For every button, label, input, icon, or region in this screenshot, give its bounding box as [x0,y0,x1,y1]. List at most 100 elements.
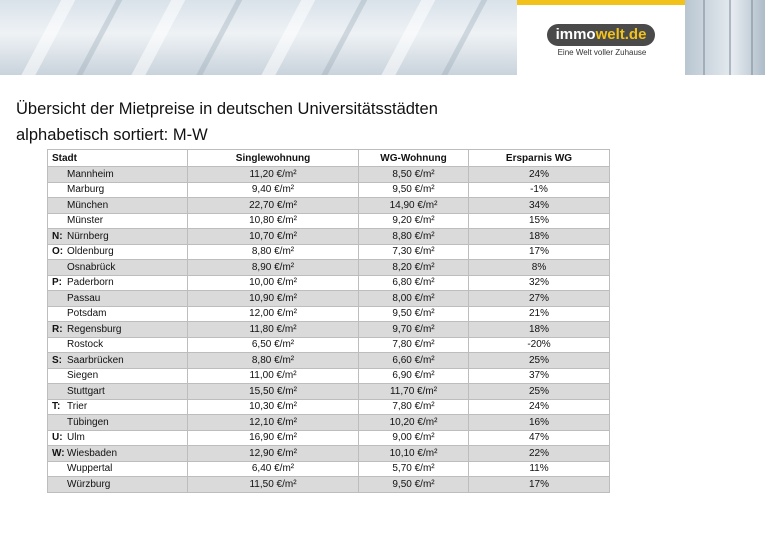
saving-cell: 18% [468,228,610,245]
saving-cell: 16% [468,414,610,431]
saving-cell: 27% [468,290,610,307]
city-cell: Marburg [47,181,188,198]
alphabet-letter: S: [52,354,62,366]
table-row: U: Ulm 16,90 €/m² 9,00 €/m² 47% [47,429,610,446]
single-price-cell: 10,80 €/m² [187,212,359,229]
single-price-cell: 12,00 €/m² [187,305,359,322]
table-row: Münster 10,80 €/m² 9,20 €/m² 15% [47,212,610,229]
table-row: Rostock 6,50 €/m² 7,80 €/m² -20% [47,336,610,353]
table-row: T: Trier 10,30 €/m² 7,80 €/m² 24% [47,398,610,415]
glass-stripe [188,0,248,75]
wg-price-cell: 7,30 €/m² [358,243,469,260]
yellow-bar [517,0,685,5]
alphabet-letter: T: [52,401,61,413]
table-row: Potsdam 12,00 €/m² 9,50 €/m² 21% [47,305,610,322]
single-price-cell: 15,50 €/m² [187,383,359,400]
city-name: Ulm [67,432,85,444]
city-cell: Würzburg [47,476,188,493]
single-price-cell: 11,80 €/m² [187,321,359,338]
glass-stripe [313,0,373,75]
glass-stripe [123,0,191,75]
city-name: Marburg [67,184,105,196]
city-cell: S: Saarbrücken [47,352,188,369]
city-cell: T: Trier [47,398,188,415]
table-row: Wuppertal 6,40 €/m² 5,70 €/m² 11% [47,460,610,477]
single-price-cell: 16,90 €/m² [187,429,359,446]
single-price-cell: 8,80 €/m² [187,243,359,260]
wg-price-cell: 6,80 €/m² [358,274,469,291]
table-header-row: Stadt Singlewohnung WG-Wohnung Ersparnis… [47,149,610,167]
saving-cell: 8% [468,259,610,276]
table-row: Siegen 11,00 €/m² 6,90 €/m² 37% [47,367,610,384]
saving-cell: 37% [468,367,610,384]
city-cell: Osnabrück [47,259,188,276]
table-row: N: Nürnberg 10,70 €/m² 8,80 €/m² 18% [47,228,610,245]
city-cell: Wuppertal [47,460,188,477]
single-price-cell: 10,30 €/m² [187,398,359,415]
logo-area: immowelt.de Eine Welt voller Zuhause [517,0,685,75]
city-cell: Siegen [47,367,188,384]
saving-cell: 24% [468,166,610,183]
column-header-city: Stadt [47,149,188,167]
saving-cell: 25% [468,383,610,400]
city-name: Nürnberg [67,230,109,242]
glass-panel [685,0,765,75]
city-name: Wuppertal [67,463,113,475]
saving-cell: 32% [468,274,610,291]
table-row: W: Wiesbaden 12,90 €/m² 10,10 €/m² 22% [47,445,610,462]
single-price-cell: 12,10 €/m² [187,414,359,431]
city-name: Osnabrück [67,261,116,273]
single-price-cell: 11,50 €/m² [187,476,359,493]
single-price-cell: 10,00 €/m² [187,274,359,291]
logo-text-immo: immo [555,26,596,43]
table-row: Marburg 9,40 €/m² 9,50 €/m² -1% [47,181,610,198]
table-row: Mannheim 11,20 €/m² 8,50 €/m² 24% [47,166,610,183]
single-price-cell: 10,70 €/m² [187,228,359,245]
single-price-cell: 10,90 €/m² [187,290,359,307]
city-name: Saarbrücken [67,354,124,366]
alphabet-letter: N: [52,230,63,242]
glass-stripe [253,0,321,75]
city-cell: Stuttgart [47,383,188,400]
alphabet-letter: P: [52,277,62,289]
table-row: Passau 10,90 €/m² 8,00 €/m² 27% [47,290,610,307]
table-row: Tübingen 12,10 €/m² 10,20 €/m² 16% [47,414,610,431]
table-row: R: Regensburg 11,80 €/m² 9,70 €/m² 18% [47,321,610,338]
rent-table: Stadt Singlewohnung WG-Wohnung Ersparnis… [47,149,610,493]
city-cell: P: Paderborn [47,274,188,291]
wg-price-cell: 10,10 €/m² [358,445,469,462]
single-price-cell: 6,50 €/m² [187,336,359,353]
wg-price-cell: 8,80 €/m² [358,228,469,245]
alphabet-letter: O: [52,246,64,258]
title-line-2: alphabetisch sortiert: M-W [16,126,208,144]
table-row: Osnabrück 8,90 €/m² 8,20 €/m² 8% [47,259,610,276]
saving-cell: 22% [468,445,610,462]
city-cell: W: Wiesbaden [47,445,188,462]
saving-cell: 11% [468,460,610,477]
city-name: Würzburg [67,478,111,490]
city-name: Wiesbaden [67,447,118,459]
alphabet-letter: R: [52,323,63,335]
saving-cell: 34% [468,197,610,214]
glass-stripe [13,0,81,75]
city-name: Regensburg [67,323,122,335]
table-row: S: Saarbrücken 8,80 €/m² 6,60 €/m² 25% [47,352,610,369]
saving-cell: 21% [468,305,610,322]
saving-cell: 17% [468,243,610,260]
wg-price-cell: 9,70 €/m² [358,321,469,338]
city-cell: U: Ulm [47,429,188,446]
wg-price-cell: 9,50 €/m² [358,305,469,322]
alphabet-letter: U: [52,432,63,444]
wg-price-cell: 10,20 €/m² [358,414,469,431]
single-price-cell: 6,40 €/m² [187,460,359,477]
city-name: Oldenburg [67,246,114,258]
city-name: Münster [67,215,104,227]
immowelt-logo[interactable]: immowelt.de [547,24,655,46]
saving-cell: 47% [468,429,610,446]
wg-price-cell: 9,50 €/m² [358,476,469,493]
table-row: München 22,70 €/m² 14,90 €/m² 34% [47,197,610,214]
single-price-cell: 8,90 €/m² [187,259,359,276]
wg-price-cell: 6,90 €/m² [358,367,469,384]
wg-price-cell: 14,90 €/m² [358,197,469,214]
wg-price-cell: 11,70 €/m² [358,383,469,400]
